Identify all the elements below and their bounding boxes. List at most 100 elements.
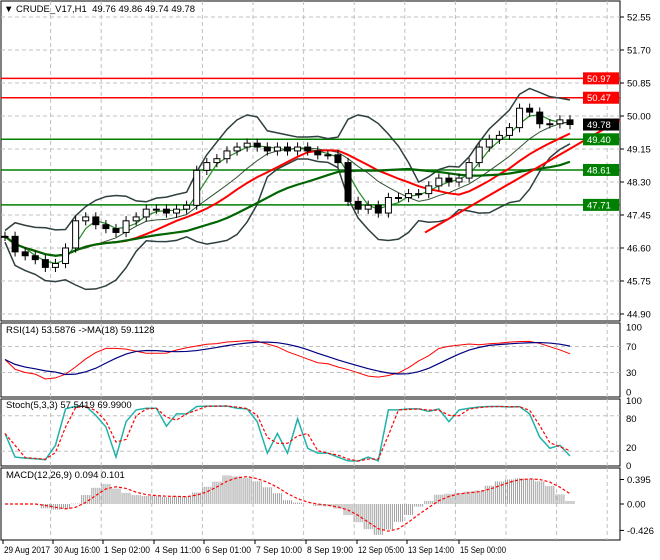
candle	[142, 208, 150, 218]
stoch-tick-label: 20	[626, 443, 637, 454]
time-tick-label: 1 Sep 02:00	[104, 545, 150, 556]
candle	[364, 204, 372, 210]
price-tick-label: 51.70	[627, 45, 651, 56]
level-label: 47.71	[587, 200, 611, 211]
candle	[374, 204, 382, 214]
stoch-tick-label: 0	[626, 461, 631, 472]
candle	[92, 216, 100, 226]
macd-tick-label: 0.395	[627, 475, 651, 486]
candle	[556, 119, 564, 125]
candle	[21, 251, 29, 257]
time-tick-label: 29 Aug 2017	[4, 545, 50, 556]
macd-tick-label: 0.00	[627, 500, 646, 511]
stoch-tick-label: 80	[626, 414, 637, 425]
price-tick-label: 48.30	[627, 177, 651, 188]
level-badge	[583, 91, 619, 104]
candle	[455, 177, 463, 183]
time-tick-label: 7 Sep 10:00	[256, 545, 302, 556]
rsi-tick-label: 30	[626, 368, 637, 379]
candle	[465, 162, 473, 179]
current-price-badge	[583, 118, 619, 131]
price-tick-label: 47.45	[627, 210, 651, 221]
time-tick-label: 8 Sep 19:00	[307, 545, 353, 556]
candle	[294, 146, 302, 152]
candle	[102, 224, 110, 230]
candle	[203, 162, 211, 171]
collapse-triangle-icon[interactable]: ▼	[4, 4, 14, 15]
candle	[344, 162, 352, 202]
level-badge	[583, 163, 619, 176]
symbol-label: CRUDE_V17,H1	[16, 4, 87, 15]
candle	[495, 134, 503, 140]
candle	[152, 208, 160, 211]
price-tick-label: 52.55	[627, 13, 651, 24]
candle	[425, 185, 433, 195]
candle	[213, 158, 221, 164]
rsi-tick-label: 0	[626, 388, 631, 399]
candle	[223, 150, 231, 160]
candle	[193, 169, 201, 206]
candle	[354, 200, 362, 210]
candle	[132, 216, 140, 222]
main-panel-frame	[0, 0, 621, 322]
time-tick-label: 12 Sep 05:00	[358, 545, 404, 556]
bollinger-upper	[4, 87, 571, 232]
ma-slow	[4, 160, 571, 257]
candle	[536, 111, 544, 125]
candle	[11, 235, 19, 253]
candle	[72, 220, 80, 249]
candle	[41, 259, 49, 268]
candle	[384, 197, 392, 214]
chart-header: ▼ CRUDE_V17,H1 49.76 49.86 49.74 49.78	[4, 4, 195, 15]
candle	[415, 193, 423, 196]
ohlc-label: 49.76 49.86 49.74 49.78	[92, 4, 196, 15]
price-tick-label: 46.60	[627, 243, 651, 254]
price-tick-label: 50.85	[627, 78, 651, 89]
candle	[566, 119, 574, 126]
candle	[394, 197, 402, 200]
candle	[173, 208, 181, 214]
bollinger-lower	[4, 143, 571, 291]
candle	[51, 263, 59, 268]
rsi-line	[4, 340, 571, 380]
time-tick-label: 4 Sep 11:00	[155, 545, 201, 556]
time-tick-label: 15 Sep 00:00	[460, 545, 506, 556]
candle	[485, 138, 493, 148]
macd-signal-line	[5, 476, 571, 532]
rsi-ma-line	[4, 341, 571, 376]
candle	[334, 154, 342, 164]
candle	[31, 255, 39, 261]
level-badge	[583, 198, 619, 211]
rsi-tick-label: 70	[626, 342, 637, 353]
time-tick-label: 13 Sep 14:00	[408, 545, 454, 556]
candle	[122, 220, 130, 233]
candle	[62, 247, 70, 265]
candle	[445, 177, 453, 183]
rsi-tick-label: 100	[626, 323, 642, 334]
price-tick-label: 45.75	[627, 276, 651, 287]
time-tick-label: 30 Aug 16:00	[54, 545, 100, 556]
candle	[112, 228, 120, 233]
stoch-label: Stoch(5,3,3) 57.5419 69.9900	[6, 400, 132, 411]
candle	[183, 204, 191, 210]
time-tick-label: 6 Sep 01:00	[205, 545, 251, 556]
level-label: 48.61	[587, 165, 611, 176]
stoch-tick-label: 100	[626, 396, 642, 407]
macd-tick-label: -0.426	[627, 526, 654, 537]
stoch-panel-frame	[0, 398, 621, 467]
rsi-label: RSI(14) 53.5876 ->MA(18) 59.1128	[6, 325, 155, 336]
stoch-main-line	[4, 405, 571, 462]
level-label: 50.97	[587, 74, 611, 85]
candle	[284, 146, 291, 152]
candle	[314, 150, 322, 156]
candle	[435, 177, 443, 187]
candle	[263, 146, 271, 152]
price-tick-label: 44.90	[627, 309, 651, 320]
level-badge	[583, 133, 619, 146]
level-label: 49.40	[587, 135, 611, 146]
candle	[475, 146, 483, 164]
stoch-signal-line	[4, 405, 571, 462]
price-tick-label: 49.15	[627, 144, 651, 155]
price-tick-label: 50.00	[627, 111, 651, 122]
